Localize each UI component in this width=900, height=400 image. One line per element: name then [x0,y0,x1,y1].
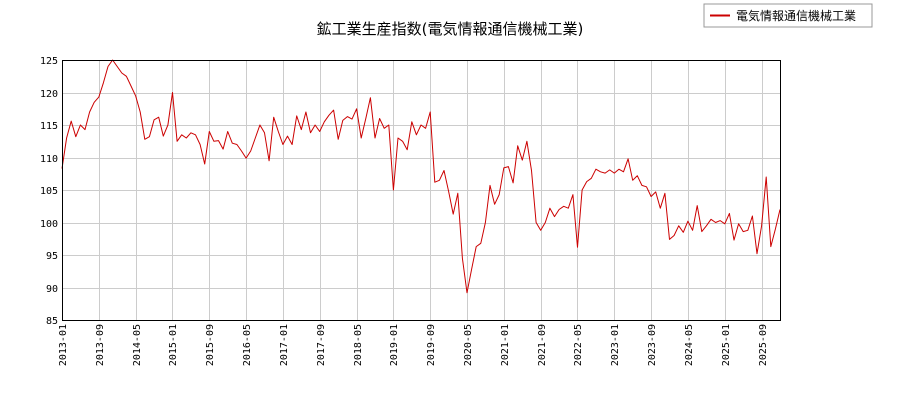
x-tick-label: 2017-09 [316,324,327,366]
x-tick-label: 2018-05 [353,324,364,366]
x-tick-label: 2025-01 [721,324,732,366]
x-tick-label: 2021-09 [537,324,548,366]
x-tick-label: 2020-05 [463,324,474,366]
x-tick-label: 2023-09 [647,324,658,366]
series-layer [61,59,781,294]
x-tick-label: 2021-01 [500,324,511,366]
y-tick-label: 90 [46,284,58,295]
x-tick-label: 2015-09 [205,324,216,366]
x-tick-label: 2022-05 [573,324,584,366]
y-tick-label: 100 [40,219,58,230]
x-tick-label: 2019-09 [426,324,437,366]
legend: 電気情報通信機械工業 [703,3,873,28]
chart-title: 鉱工業生産指数(電気情報通信機械工業) [317,20,584,38]
plot-frame [62,60,781,321]
x-tick-label: 2023-01 [610,324,621,366]
y-tick-label: 120 [40,89,58,100]
y-tick-label: 125 [40,56,58,67]
series-line [61,59,781,294]
legend-entry: 電気情報通信機械工業 [736,8,856,23]
x-tick-label: 2014-05 [132,324,143,366]
y-tick-label: 110 [40,154,58,165]
legend-box [703,3,873,28]
y-tick-label: 115 [40,121,58,132]
x-tick-label: 2017-01 [279,324,290,366]
x-tick-label: 2024-05 [684,324,695,366]
x-tick-label: 2015-01 [168,324,179,366]
grid-lines [62,60,780,320]
x-tick-label: 2016-05 [242,324,253,366]
x-axis: 2013-01 2013-09 2014-05 2015-01 2015-09 2016-… [58,324,769,366]
x-tick-label: 2013-09 [95,324,106,366]
x-tick-label: 2025-09 [758,324,769,366]
x-tick-label: 2019-01 [389,324,400,366]
x-tick-label: 2013-01 [58,324,69,366]
y-tick-label: 85 [46,316,58,327]
y-tick-label: 95 [46,251,58,262]
y-axis: 85 90 95 100 105 110 115 120 125 [40,56,58,327]
y-tick-label: 105 [40,186,58,197]
